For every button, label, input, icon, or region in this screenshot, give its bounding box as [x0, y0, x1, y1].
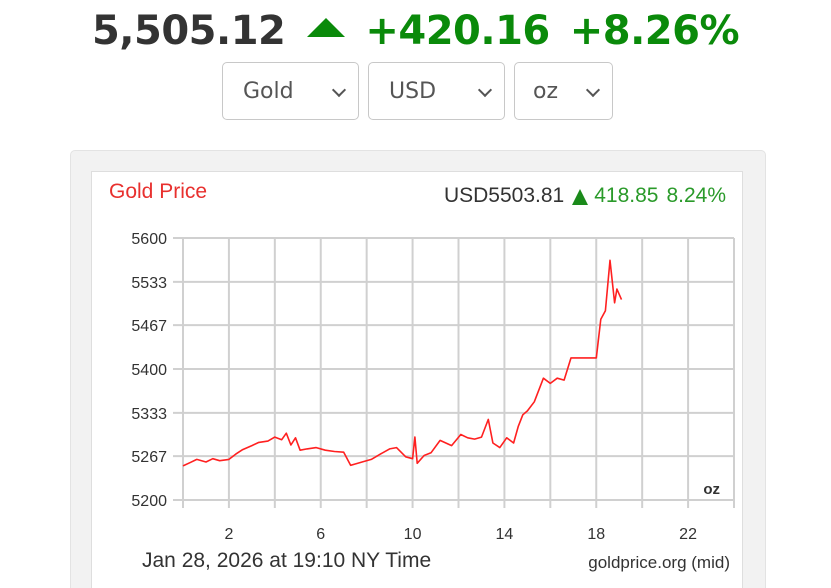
- currency-select-value: USD: [389, 78, 437, 104]
- chevron-down-icon: [477, 82, 493, 98]
- x-tick-label: 22: [679, 526, 697, 543]
- x-tick-label: 18: [587, 526, 605, 543]
- x-tick-label: 14: [496, 526, 514, 543]
- unit-select[interactable]: oz: [514, 62, 613, 120]
- selector-row: Gold USD oz: [222, 62, 613, 120]
- y-tick-label: 5333: [131, 406, 167, 423]
- price-change: +420.16: [365, 8, 550, 54]
- chart-title: Gold Price: [109, 180, 208, 203]
- metal-select[interactable]: Gold: [222, 62, 359, 120]
- currency-select[interactable]: USD: [368, 62, 505, 120]
- quote-change: 418.85: [594, 184, 659, 207]
- price-line: [182, 259, 623, 467]
- chart-timestamp: Jan 28, 2026 at 19:10 NY Time: [142, 549, 432, 572]
- metal-select-value: Gold: [243, 78, 294, 104]
- y-tick-label: 5400: [131, 362, 167, 379]
- triangle-up-icon: [572, 189, 589, 205]
- triangle-up-icon: [307, 17, 346, 37]
- chart-quote: USD5503.81 418.85 8.24%: [444, 184, 726, 208]
- chevron-down-icon: [331, 82, 347, 98]
- x-tick-label: 6: [316, 526, 325, 543]
- chevron-down-icon: [585, 82, 601, 98]
- price-line-chart[interactable]: 5200 5267 5333 5400 5467 5533 5600 2 6 10 14 18 22 oz: [92, 172, 744, 588]
- y-tick-label: 5467: [131, 318, 167, 335]
- x-tick-label: 2: [224, 526, 233, 543]
- x-tick-label: 10: [404, 526, 422, 543]
- chart-widget: Gold Price USD5503.81 418.85 8.24% 5200 5…: [91, 171, 743, 588]
- price-change-percent: +8.26%: [569, 8, 740, 54]
- quote-price: USD5503.81: [443, 184, 565, 207]
- unit-label: oz: [703, 481, 720, 498]
- y-tick-label: 5200: [131, 493, 167, 510]
- y-tick-label: 5267: [131, 449, 167, 466]
- y-tick-label: 5533: [131, 275, 167, 292]
- price-headline: 5,505.12 +420.16 +8.26%: [0, 6, 831, 56]
- y-tick-label: 5600: [131, 231, 167, 248]
- chart-source: goldprice.org (mid): [588, 553, 730, 572]
- unit-select-value: oz: [533, 78, 559, 104]
- current-price: 5,505.12: [91, 8, 286, 54]
- quote-change-percent: 8.24%: [666, 184, 726, 207]
